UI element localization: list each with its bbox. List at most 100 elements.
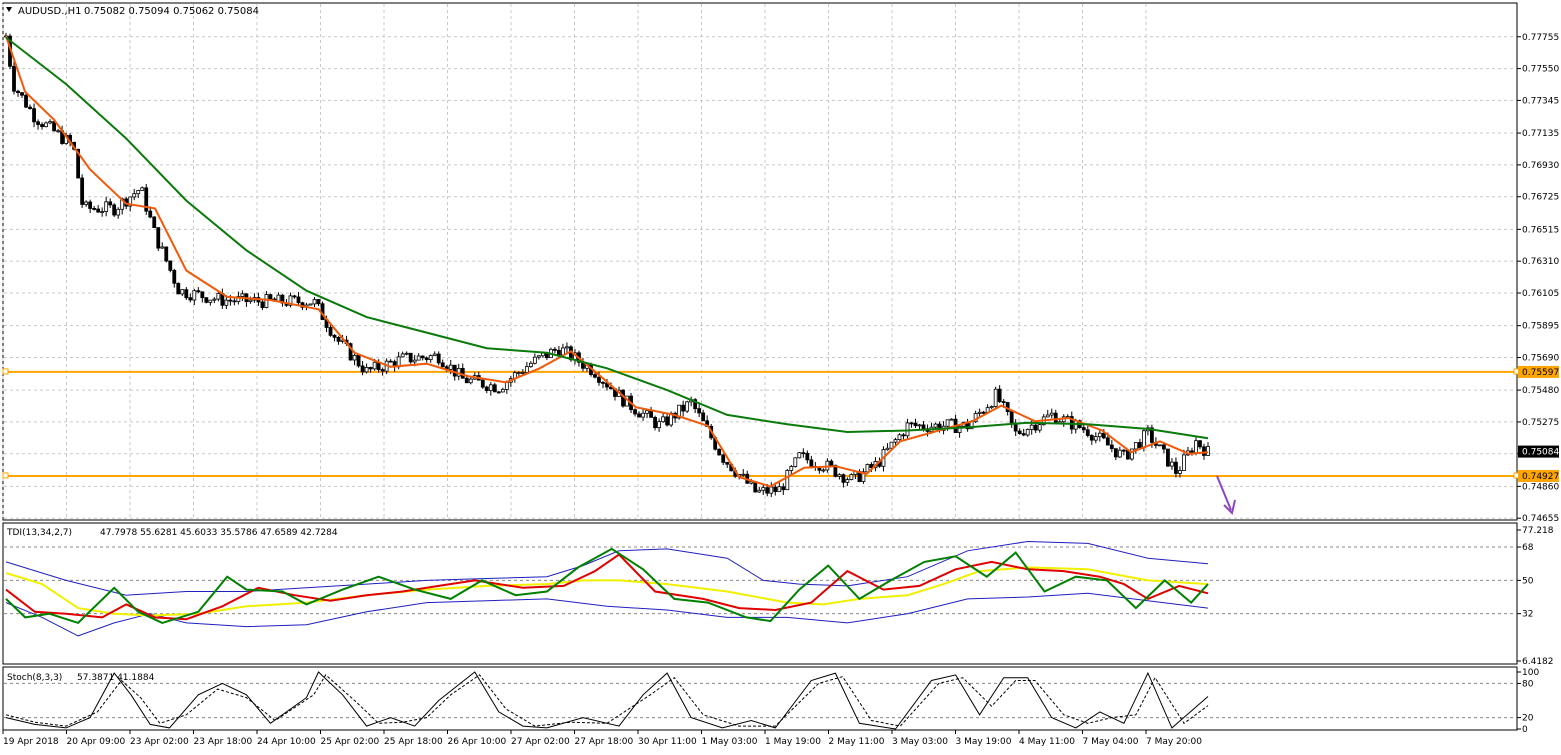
level-handle: [2, 368, 9, 375]
candle-body: [849, 474, 854, 480]
candle-body: [152, 216, 157, 228]
candle-body: [1113, 448, 1118, 458]
candle-body: [176, 282, 181, 295]
symbol-label: AUDUSD.,H1: [18, 6, 81, 17]
candle-body: [348, 343, 353, 361]
candle-body: [865, 464, 870, 473]
horizontal-levels[interactable]: 0.75597 0.74927: [2, 365, 1559, 482]
candle-body: [1182, 454, 1186, 471]
tdi-tick-label: 77.218: [1522, 526, 1554, 536]
candle-body: [837, 474, 842, 477]
candle-body: [717, 448, 722, 456]
time-tick-label: 25 Apr 18:00: [384, 737, 443, 747]
candle-body: [645, 410, 649, 414]
candle-body: [500, 389, 505, 393]
candle-body: [1174, 461, 1178, 474]
stochastic-indicator: [4, 671, 1516, 730]
candle-body: [753, 481, 758, 493]
current-price-label: 0.75084: [1522, 448, 1559, 458]
candle-body: [661, 416, 665, 423]
candle-body: [240, 293, 245, 297]
stoch-pane-frame: [2, 666, 1518, 731]
time-tick-label: 20 Apr 09:00: [67, 737, 126, 747]
candle-body: [260, 301, 265, 308]
candle-body: [332, 334, 337, 338]
candle-body: [16, 90, 20, 94]
candle-body: [136, 190, 141, 195]
candle-body: [468, 378, 473, 384]
candle-body: [352, 354, 357, 361]
candle-body: [372, 361, 377, 370]
candle-body: [677, 404, 682, 419]
price-tick-label: 0.75895: [1522, 322, 1559, 332]
candle-body: [1121, 449, 1126, 452]
candle-body: [1093, 436, 1098, 441]
tdi-signal-line: [5, 553, 1209, 621]
candle-body: [861, 471, 866, 482]
tdi-tick-label: 32: [1522, 610, 1533, 620]
candle-body: [276, 294, 281, 302]
candle-body: [40, 124, 44, 128]
candle-body: [693, 399, 698, 410]
candle-body: [821, 469, 826, 472]
down-arrow-icon[interactable]: [1216, 475, 1236, 515]
time-tick-label: 26 Apr 10:00: [448, 737, 507, 747]
tdi-indicator: [4, 540, 1516, 637]
candle-body: [1202, 446, 1206, 456]
level-price-label: 0.75597: [1522, 368, 1559, 378]
candle-body: [1194, 440, 1198, 454]
chart-menu-icon[interactable]: [6, 7, 12, 12]
candle-body: [649, 410, 653, 418]
candle-body: [44, 122, 48, 128]
candle-body: [52, 121, 56, 132]
candle-body: [949, 418, 954, 421]
candle-body: [633, 409, 637, 415]
candle-body: [48, 121, 52, 124]
candle-body: [913, 422, 918, 427]
time-tick-label: 3 May 03:00: [892, 737, 948, 747]
price-tick-label: 0.74655: [1522, 514, 1559, 524]
candle-body: [557, 349, 561, 356]
candle-body: [140, 187, 145, 191]
time-tick-label: 1 May 19:00: [765, 737, 821, 747]
candle-body: [76, 148, 81, 179]
candle-body: [1037, 424, 1042, 431]
candle-body: [424, 357, 429, 361]
time-tick-label: 30 Apr 11:00: [638, 737, 697, 747]
candle-body: [565, 346, 569, 349]
candle-body: [785, 470, 790, 491]
candle-body: [757, 489, 762, 493]
candle-body: [464, 377, 469, 384]
candle-body: [1141, 430, 1146, 449]
candle-body: [841, 474, 846, 483]
candle-body: [308, 303, 313, 306]
candle-body: [420, 355, 425, 359]
candle-body: [168, 260, 173, 271]
candle-body: [96, 208, 101, 213]
price-tick-label: 0.77135: [1522, 129, 1559, 139]
candle-body: [228, 299, 233, 302]
candle-body: [1129, 448, 1134, 460]
candle-body: [1158, 444, 1162, 447]
candle-body: [532, 356, 537, 364]
candle-body: [993, 388, 998, 407]
price-tick-label: 0.76725: [1522, 193, 1559, 203]
candle-body: [192, 290, 197, 301]
candlesticks: [4, 32, 1210, 498]
candle-body: [504, 381, 509, 390]
stoch-tick-label: 100: [1522, 668, 1539, 678]
candle-body: [212, 298, 217, 301]
candle-body: [657, 421, 661, 429]
level-price-tag: [1518, 365, 1559, 378]
time-tick-label: 24 Apr 10:00: [257, 737, 316, 747]
candle-body: [172, 269, 177, 284]
candle-body: [56, 130, 60, 133]
candle-body: [981, 411, 986, 414]
candle-body: [901, 434, 906, 437]
candle-body: [1097, 432, 1102, 438]
candle-body: [84, 201, 89, 205]
candle-body: [32, 108, 36, 123]
candle-body: [1085, 429, 1090, 436]
